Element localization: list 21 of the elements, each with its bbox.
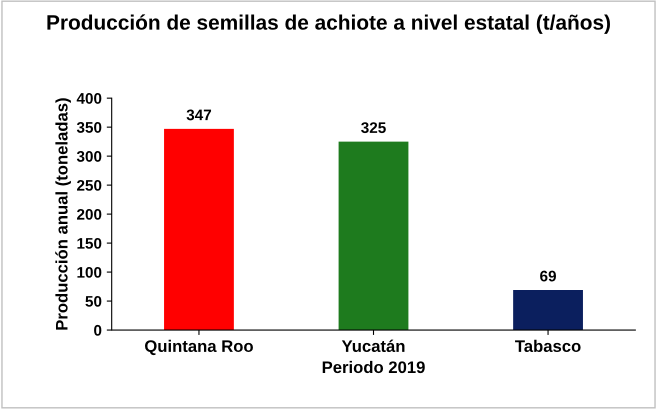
y-tick-label: 400 xyxy=(76,93,102,104)
y-tick-label: 150 xyxy=(77,238,102,249)
y-tick-label: 250 xyxy=(77,180,102,191)
y-tick-label: 50 xyxy=(85,296,102,307)
y-tick-label: 350 xyxy=(76,122,102,133)
data-label: 347 xyxy=(186,109,212,120)
x-tick-label: Tabasco xyxy=(515,340,581,352)
data-label: 69 xyxy=(540,270,556,282)
x-tick-label: Quintana Roo xyxy=(145,340,253,356)
chart-title: Producción de semillas de achiote a nivel estatal (t/años) xyxy=(47,14,610,34)
x-axis-title: Periodo 2019 xyxy=(322,360,425,374)
bar xyxy=(338,142,408,330)
x-tick-label: Yucatán xyxy=(342,340,404,352)
y-tick-label: 100 xyxy=(77,266,102,278)
bar xyxy=(164,128,234,330)
y-tick-label: 0 xyxy=(94,324,102,336)
y-tick-label: 200 xyxy=(77,208,102,220)
y-axis-title: Producción anual (toneladas) xyxy=(55,98,71,330)
bar xyxy=(513,290,583,330)
data-label: 325 xyxy=(361,122,386,134)
y-tick-label: 300 xyxy=(76,151,102,162)
